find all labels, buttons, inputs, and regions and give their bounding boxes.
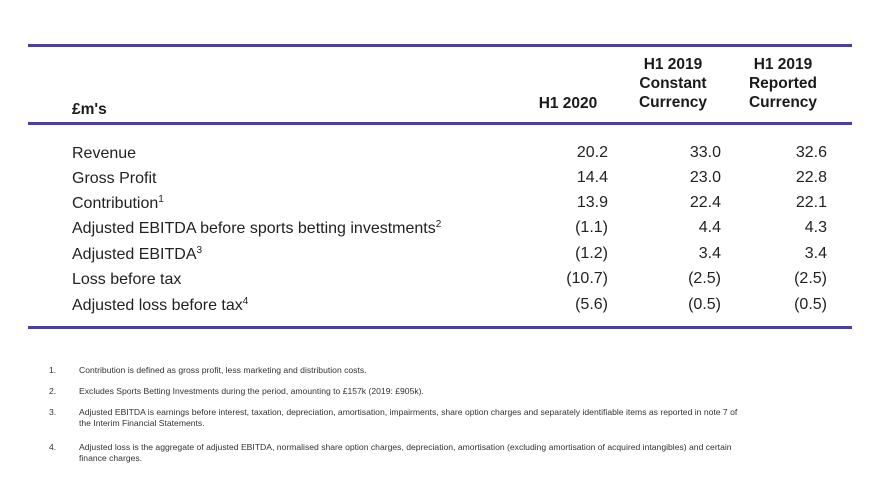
table-row-gross-profit: Gross Profit 14.4 23.0 22.8 [0,169,893,194]
table-row-loss-before-tax: Loss before tax (10.7) (2.5) (2.5) [0,270,893,295]
cell-h1-2019-constant: (0.5) [688,296,721,313]
table-header-rule [28,122,852,125]
cell-h1-2020: (10.7) [566,270,608,287]
cell-h1-2019-reported: 32.6 [795,144,827,161]
cell-h1-2019-reported: (0.5) [794,296,827,313]
row-label: Contribution1 [72,194,164,212]
table-top-rule [28,44,852,47]
cell-h1-2019-reported: 4.3 [804,219,827,236]
column-header-h1-2020: H1 2020 [538,95,598,112]
cell-h1-2019-reported: 22.1 [795,194,827,211]
cell-h1-2019-constant: 23.0 [689,169,721,186]
footnote-4: 4. Adjusted loss is the aggregate of adj… [49,442,732,463]
column-header-label: £m's [72,101,107,118]
row-label: Gross Profit [72,170,157,187]
cell-h1-2019-reported: (2.5) [794,270,827,287]
cell-h1-2019-constant: 3.4 [698,245,721,262]
cell-h1-2019-constant: 33.0 [689,144,721,161]
table-row-contribution: Contribution1 13.9 22.4 22.1 [0,194,893,219]
cell-h1-2019-reported: 3.4 [804,245,827,262]
table-row-adjusted-ebitda: Adjusted EBITDA3 (1.2) 3.4 3.4 [0,245,893,270]
table-row-revenue: Revenue 20.2 33.0 32.6 [0,144,893,169]
table-row-adjusted-loss-before-tax: Adjusted loss before tax4 (5.6) (0.5) (0… [0,296,893,321]
table-row-adjusted-ebitda-before-sbi: Adjusted EBITDA before sports betting in… [0,219,893,244]
column-header-h1-2019-constant: H1 2019 Constant Currency [638,56,708,111]
cell-h1-2020: (1.2) [575,245,608,262]
cell-h1-2019-constant: (2.5) [688,270,721,287]
row-label: Adjusted EBITDA3 [72,245,203,263]
row-label: Adjusted loss before tax4 [72,296,249,314]
table-bottom-rule [28,326,852,329]
row-label: Revenue [72,145,137,162]
row-label: Adjusted EBITDA before sports betting in… [72,219,442,237]
row-label: Loss before tax [72,271,182,288]
footnote-2: 2. Excludes Sports Betting Investments d… [49,386,424,396]
cell-h1-2020: (1.1) [575,219,608,236]
footnote-1: 1. Contribution is defined as gross prof… [49,365,367,375]
cell-h1-2019-constant: 22.4 [689,194,721,211]
cell-h1-2019-reported: 22.8 [795,169,827,186]
cell-h1-2020: 13.9 [576,194,608,211]
column-header-h1-2019-reported: H1 2019 Reported Currency [748,56,818,111]
cell-h1-2020: 14.4 [576,169,608,186]
footnote-3: 3. Adjusted EBITDA is earnings before in… [49,407,738,428]
cell-h1-2020: 20.2 [576,144,608,161]
cell-h1-2020: (5.6) [575,296,608,313]
cell-h1-2019-constant: 4.4 [698,219,721,236]
